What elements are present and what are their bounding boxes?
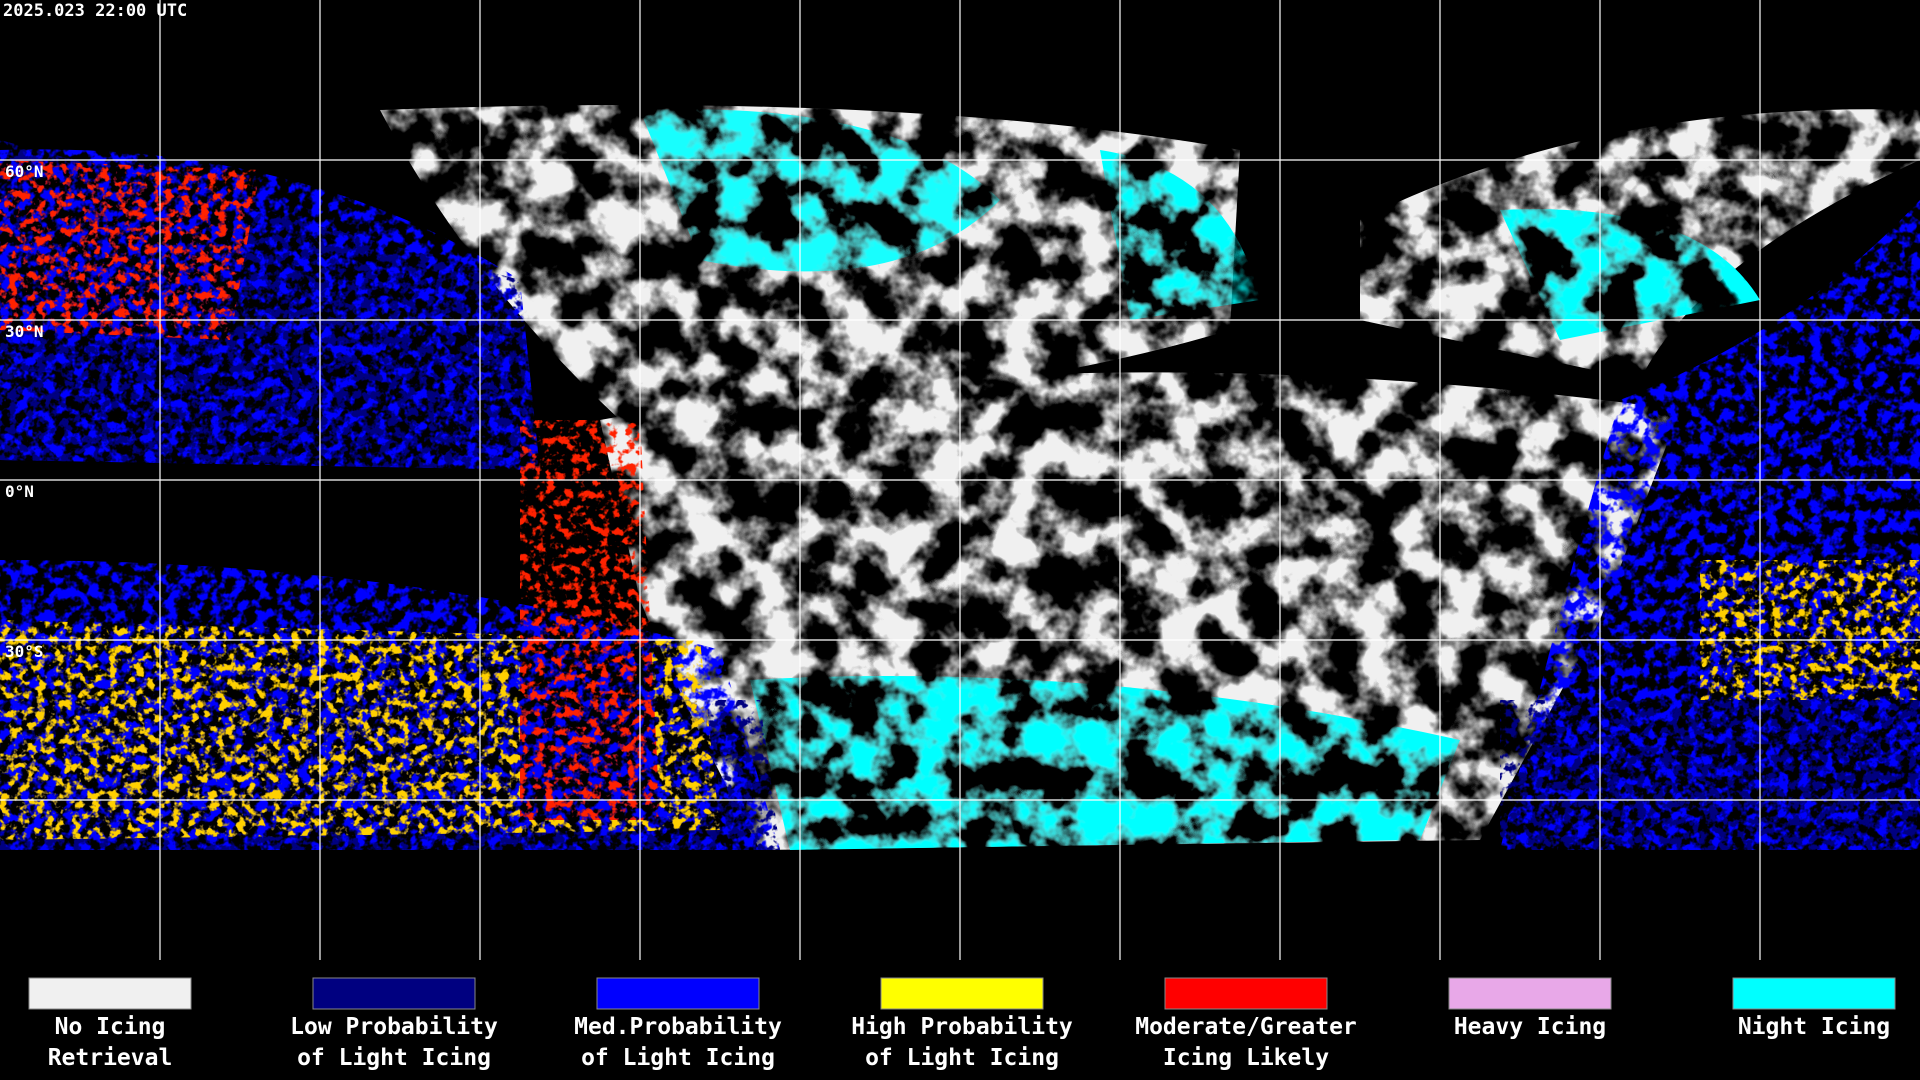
legend-label: Heavy Icing xyxy=(1454,1014,1606,1040)
latitude-label: 0°N xyxy=(5,482,34,501)
legend-label: Low Probability xyxy=(290,1014,498,1040)
legend-swatch xyxy=(1732,977,1896,1010)
icing-yellow-red xyxy=(0,160,1920,840)
map-imagery xyxy=(0,105,1920,850)
legend-swatch xyxy=(1164,977,1328,1010)
latitude-label: 30°N xyxy=(5,322,44,341)
legend-swatch xyxy=(312,977,476,1010)
timestamp: 2025.023 22:00 UTC xyxy=(3,1,187,21)
legend: No Icing Retrieval Low Probability of Light… xyxy=(28,977,1896,1071)
legend-label: of Light Icing xyxy=(297,1045,491,1071)
legend-swatch xyxy=(880,977,1044,1010)
legend-label: Med.Probability xyxy=(574,1014,782,1040)
legend-swatch xyxy=(28,977,192,1010)
legend-label: Retrieval xyxy=(48,1045,173,1071)
legend-label: Night Icing xyxy=(1738,1014,1890,1040)
legend-label: No Icing xyxy=(55,1014,166,1040)
legend-label: of Light Icing xyxy=(581,1045,775,1071)
latitude-label: 30°S xyxy=(5,642,44,661)
graticule xyxy=(0,0,1920,960)
legend-label: Icing Likely xyxy=(1163,1045,1329,1071)
legend-label: High Probability xyxy=(851,1014,1073,1040)
legend-label: of Light Icing xyxy=(865,1045,1059,1071)
latitude-label: 60°N xyxy=(5,162,44,181)
latitude-labels: 60°N 30°N 0°N 30°S xyxy=(5,162,44,661)
legend-label: Moderate/Greater xyxy=(1135,1014,1357,1040)
legend-swatch xyxy=(1448,977,1612,1010)
legend-swatch xyxy=(596,977,760,1010)
night-icing-patches xyxy=(640,109,1760,850)
